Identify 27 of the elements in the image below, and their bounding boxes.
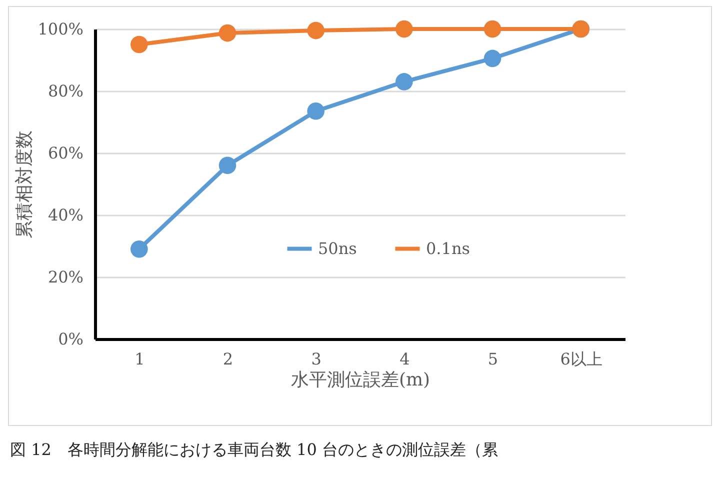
x-tick-label: 3: [311, 350, 322, 368]
y-axis-title: 累積相対度数: [14, 130, 35, 238]
point: [307, 22, 324, 40]
x-tick-label: 5: [488, 350, 498, 368]
y-tick-label: 80%: [48, 82, 84, 100]
x-tick-label: 6以上: [560, 350, 602, 368]
point: [130, 240, 148, 258]
caption: 図 12 各時間分解能における車両台数 10 台のときの測位誤差（累: [10, 440, 498, 461]
point: [218, 156, 236, 174]
x-tick-label: 2: [222, 350, 234, 368]
point: [484, 50, 502, 68]
y-tick-label: 40%: [48, 206, 84, 224]
y-tick-label: 0%: [58, 330, 84, 348]
legend-label: 0.1ns: [426, 238, 470, 258]
point: [396, 20, 413, 38]
y-tick-label: 100%: [38, 20, 84, 38]
x-tick-label: 1: [134, 350, 145, 368]
point: [130, 36, 148, 54]
point: [484, 20, 502, 38]
point: [307, 102, 324, 120]
point: [218, 24, 236, 42]
x-tick-label: 4: [400, 350, 410, 368]
y-tick-label: 60%: [48, 144, 84, 162]
point: [396, 73, 413, 90]
x-axis-title: 水平測位誤差(m): [290, 370, 430, 390]
y-tick-label: 20%: [48, 268, 84, 286]
legend-label: 50ns: [318, 238, 357, 258]
